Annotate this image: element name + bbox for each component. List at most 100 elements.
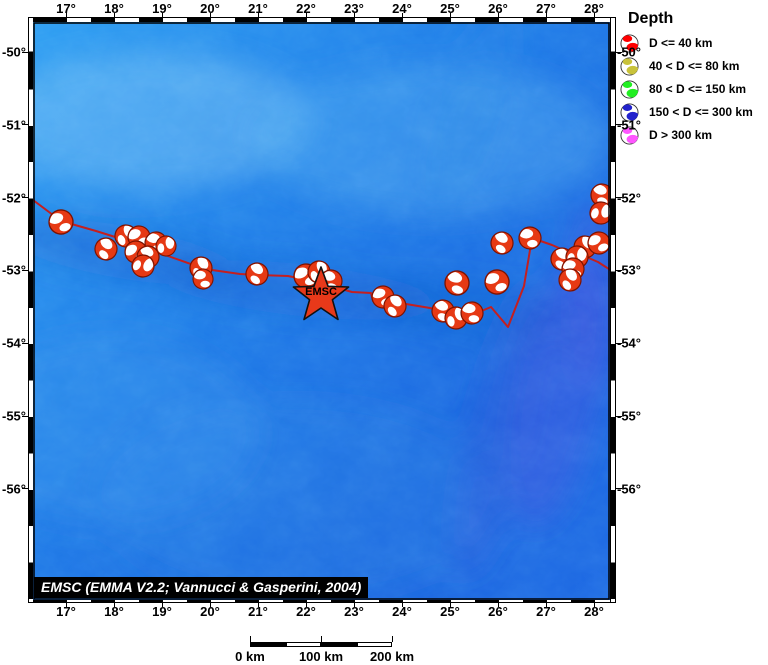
lat-tick [22,488,28,490]
lon-label-top: 17° [56,1,76,16]
lon-label-top: 24° [392,1,412,16]
lon-tick [401,603,403,607]
lon-tick [65,603,67,607]
legend-item-label: 40 < D <= 80 km [649,59,740,73]
lon-label-bottom: 18° [104,604,124,619]
scale-bar-tick [250,636,251,642]
legend-beachball-icon [620,79,639,99]
lon-tick [305,603,307,607]
lon-tick [209,13,211,17]
focal-mechanism-beachball [192,268,214,290]
legend-title: Depth [628,10,674,27]
lon-tick [161,13,163,17]
bathymetry-map-canvas [33,22,610,600]
lon-label-bottom: 26° [488,604,508,619]
lon-label-top: 25° [440,1,460,16]
focal-mechanism-beachball [94,237,118,261]
scale-bar-label: 0 km [235,649,265,664]
lat-label-right: -50° [617,44,641,60]
focal-mechanism-beachball [245,262,269,286]
lat-tick [616,415,622,417]
lat-label-right: -54° [617,335,641,351]
focal-mechanism-beachball [484,269,510,295]
legend-item-label: 150 < D <= 300 km [649,105,753,119]
legend-item-label: D <= 40 km [649,36,713,50]
lat-label-left: -50° [2,44,26,60]
scale-bar-label: 200 km [369,649,415,664]
lon-tick [209,603,211,607]
focal-mechanism-beachball [48,209,74,235]
focal-mechanism-beachball [460,301,484,325]
scale-bar-segment [321,642,357,647]
lon-label-top: 28° [584,1,604,16]
lat-label-right: -56° [617,481,641,497]
lat-tick [22,415,28,417]
focal-mechanism-beachball [590,183,610,207]
depth-legend: Depth D <= 40 km 40 < D <= 80 km 80 < D <=… [620,10,768,149]
lat-label-left: -51° [2,117,26,133]
lat-tick [616,488,622,490]
legend-item: D <= 40 km [620,33,768,53]
lat-tick [22,342,28,344]
lon-tick [161,603,163,607]
scale-bar-segment [250,642,286,647]
focal-mechanism-beachball [131,254,155,278]
legend-item: D > 300 km [620,125,768,145]
lon-label-bottom: 27° [536,604,556,619]
lon-tick [545,13,547,17]
scale-bar-label: 100 km [298,649,344,664]
lon-label-bottom: 22° [296,604,316,619]
map-border [33,22,610,600]
legend-item-label: D > 300 km [649,128,713,142]
lat-label-left: -54° [2,335,26,351]
lat-tick [22,197,28,199]
legend-beachball-icon [620,102,639,122]
scale-bar-tick [321,636,322,642]
focal-mechanism-beachball [490,231,514,255]
lon-label-bottom: 23° [344,604,364,619]
lon-label-bottom: 21° [248,604,268,619]
legend-item: 150 < D <= 300 km [620,102,768,122]
legend-item: 40 < D <= 80 km [620,56,768,76]
lat-label-left: -53° [2,262,26,278]
lon-tick [257,13,259,17]
focal-mechanism-beachball [518,226,542,250]
scale-bar-segment [285,642,321,647]
lon-label-top: 23° [344,1,364,16]
lat-tick [616,124,622,126]
lon-tick [545,603,547,607]
lon-label-top: 26° [488,1,508,16]
lat-tick [22,51,28,53]
lon-label-bottom: 24° [392,604,412,619]
lon-tick [257,603,259,607]
map-frame-right [610,17,616,603]
legend-item-label: 80 < D <= 150 km [649,82,747,96]
lon-label-bottom: 25° [440,604,460,619]
legend-beachball-icon [620,33,639,53]
lat-label-right: -52° [617,190,641,206]
lon-tick [401,13,403,17]
lat-label-right: -51° [617,117,641,133]
lon-label-top: 20° [200,1,220,16]
lon-tick [353,603,355,607]
lat-label-right: -55° [617,408,641,424]
lon-label-bottom: 28° [584,604,604,619]
lon-tick [113,13,115,17]
focal-mechanism-beachball [558,268,582,292]
lon-tick [593,13,595,17]
attribution-text: EMSC (EMMA V2.2; Vannucci & Gasperini, 2… [34,577,369,598]
ocean-background [33,22,610,600]
lon-tick [449,13,451,17]
lon-tick [305,13,307,17]
scale-bar-segment [356,642,392,647]
lon-label-top: 22° [296,1,316,16]
lon-tick [449,603,451,607]
lon-label-top: 18° [104,1,124,16]
lat-tick [616,197,622,199]
lon-label-top: 21° [248,1,268,16]
lon-tick [353,13,355,17]
legend-beachball-icon [620,125,639,145]
lat-label-left: -56° [2,481,26,497]
lon-label-bottom: 19° [152,604,172,619]
lat-tick [22,269,28,271]
